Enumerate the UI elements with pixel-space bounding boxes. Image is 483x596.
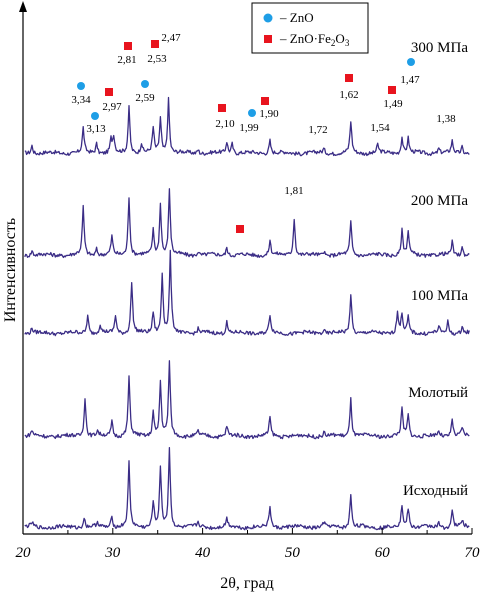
legend-ferrite-mid: O — [335, 31, 344, 46]
zno-peak-marker — [77, 82, 85, 90]
y-axis-title: Интенсивность — [2, 218, 19, 322]
ferrite-peak-marker — [261, 97, 269, 105]
legend: – ZnO – ZnO·Fe2O3 — [251, 2, 369, 54]
x-tick-label: 50 — [285, 545, 301, 561]
series-label: 100 МПа — [411, 288, 468, 304]
peak-d-label: 1,90 — [259, 108, 279, 120]
x-tick-label: 40 — [195, 545, 211, 561]
legend-box — [251, 2, 369, 54]
peak-d-label: 1,62 — [339, 89, 358, 101]
peak-d-label: 2,81 — [117, 54, 136, 66]
ferrite-peak-marker — [105, 88, 113, 96]
peak-d-label: 1,38 — [436, 113, 456, 125]
legend-ferrite-text: – ZnO·Fe — [279, 31, 331, 46]
legend-ferrite-sub2: 3 — [345, 38, 350, 48]
trace-4 — [24, 360, 470, 440]
peak-d-label: 2,97 — [102, 101, 122, 113]
x-tick-label: 30 — [104, 545, 121, 561]
legend-ferrite-sub1: 2 — [331, 38, 336, 48]
zno-peak-marker — [407, 58, 415, 66]
ferrite-peak-marker — [345, 74, 353, 82]
x-tick-label: 20 — [16, 545, 32, 561]
legend-zno-marker — [263, 13, 273, 23]
y-axis-arrow — [19, 1, 27, 12]
series-label: Молотый — [408, 385, 468, 401]
legend-ferrite-marker — [264, 35, 272, 43]
peak-d-label: 1,99 — [239, 122, 259, 134]
trace-5 — [24, 446, 470, 531]
legend-ferrite-label: – ZnO·Fe2O3 — [279, 31, 350, 48]
peak-d-label: 1,54 — [370, 122, 390, 134]
peak-d-label: 2,47 — [161, 32, 181, 44]
peak-d-label: 1,47 — [400, 74, 420, 86]
x-axis-title: 2θ, град — [220, 575, 273, 592]
ferrite-peak-marker — [124, 42, 132, 50]
peak-d-label: 1,49 — [383, 98, 403, 110]
ferrite-peak-marker — [236, 225, 244, 233]
trace-2 — [24, 188, 470, 259]
ferrite-peak-marker — [388, 86, 396, 94]
peak-d-label: 3,13 — [86, 123, 106, 135]
legend-zno-label: – ZnO — [279, 10, 314, 25]
peak-d-label: 1,72 — [308, 124, 327, 136]
x-ticks: 20 30 40 50 60 70 — [16, 528, 481, 561]
peak-d-label: 2,10 — [215, 118, 235, 130]
zno-peak-marker — [141, 80, 149, 88]
series-label: Исходный — [403, 483, 468, 499]
zno-peak-marker — [248, 109, 256, 117]
trace-3 — [24, 249, 470, 337]
zno-peak-marker — [91, 112, 99, 120]
x-tick-label: 70 — [465, 545, 481, 561]
trace-1 — [24, 96, 470, 157]
peak-annotations: 3,34 3,13 2,97 2,81 2,59 2,53 2,47 2,10 1,991,90… — [71, 32, 456, 233]
x-tick-label: 60 — [375, 545, 391, 561]
peak-d-label: 2,59 — [135, 92, 155, 104]
series-label: 200 МПа — [411, 193, 468, 209]
peak-d-label: 3,34 — [71, 94, 91, 106]
ferrite-peak-marker — [218, 104, 226, 112]
series-labels: 300 МПа 200 МПа 100 МПа Молотый Исходный — [403, 40, 468, 499]
series-label: 300 МПа — [411, 40, 468, 56]
peak-d-label: 2,53 — [147, 53, 167, 65]
peak-d-label: 1,81 — [284, 185, 303, 197]
ferrite-peak-marker — [151, 40, 159, 48]
diffraction-traces — [24, 96, 470, 531]
